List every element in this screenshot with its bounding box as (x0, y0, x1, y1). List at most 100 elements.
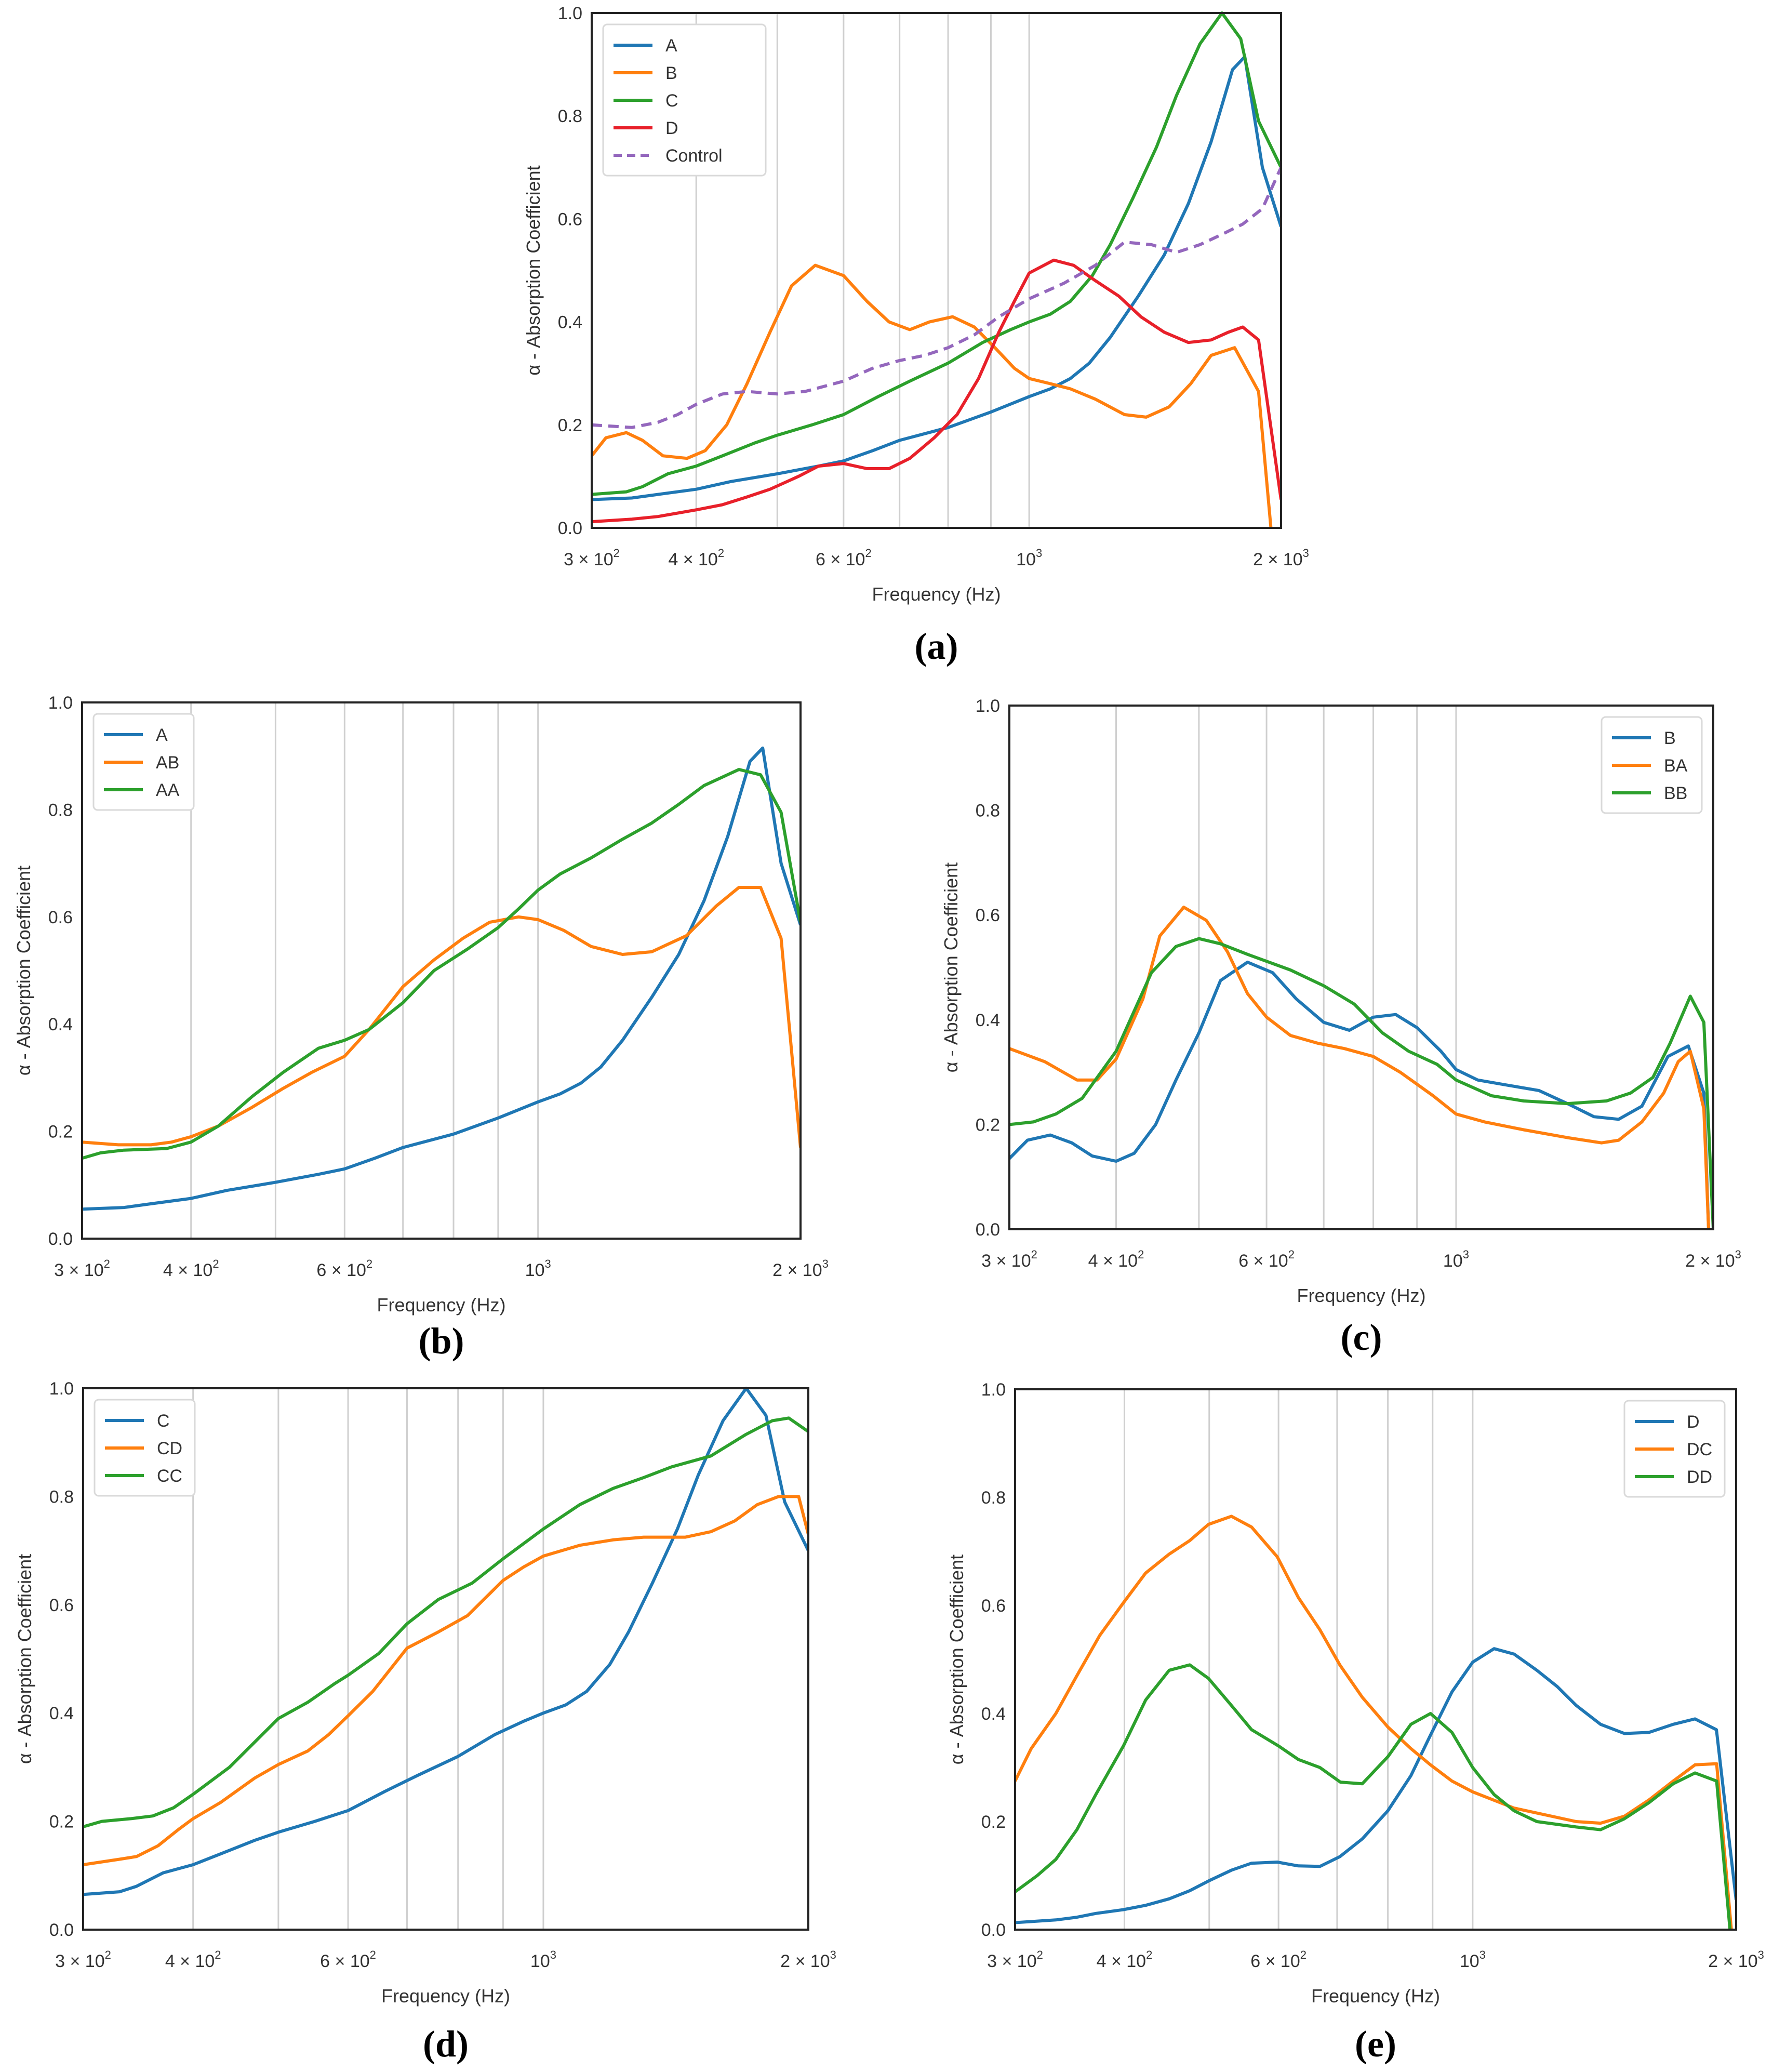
x-tick-label: 4 × 102 (163, 1257, 219, 1280)
legend-label-b: B (1664, 728, 1676, 748)
x-tick-label: 103 (1443, 1248, 1469, 1271)
x-tick-label: 4 × 102 (165, 1948, 221, 1971)
legend: A AB AA (92, 713, 195, 811)
series-line-control (592, 167, 1281, 429)
legend-label-c: C (665, 91, 678, 111)
x-tick-label: 2 × 103 (1253, 547, 1309, 569)
x-tick-label: 3 × 102 (981, 1248, 1037, 1271)
x-tick-label: 103 (525, 1257, 551, 1280)
legend: C CD CC (94, 1399, 196, 1497)
legend-label-bb: BB (1664, 783, 1687, 803)
y-tick-label: 0.8 (558, 107, 582, 126)
legend-box (92, 713, 195, 811)
legend: D DC DD (1623, 1400, 1726, 1498)
legend-label-d: D (665, 118, 678, 138)
x-tick-label: 6 × 102 (316, 1257, 372, 1280)
series-line-ba (1009, 906, 1710, 1230)
series-line-aa (82, 768, 801, 1160)
x-tick-label: 2 × 103 (1708, 1948, 1764, 1971)
x-tick-label: 103 (1460, 1948, 1486, 1971)
plot-frame (82, 1387, 809, 1931)
x-tick-label: 6 × 102 (1250, 1948, 1307, 1971)
legend-label-control: Control (665, 146, 723, 166)
x-tick-label: 6 × 102 (320, 1948, 376, 1971)
legend: B BA BB (1601, 716, 1703, 814)
x-axis-label: Frequency (Hz) (1297, 1285, 1425, 1306)
y-tick-label: 0.8 (981, 1488, 1006, 1508)
y-tick-label: 0.4 (976, 1011, 1000, 1030)
series-line-b (1009, 960, 1710, 1230)
y-tick-label: 0.4 (48, 1015, 73, 1034)
y-tick-label: 0.4 (981, 1704, 1006, 1724)
y-axis-label: α - Absorption Coefficient (523, 165, 544, 375)
series-line-bb (1009, 937, 1713, 1230)
y-tick-label: 1.0 (49, 1379, 74, 1399)
plot-area (82, 702, 801, 1239)
y-tick-label: 0.0 (976, 1220, 1000, 1240)
series-line-c (83, 1387, 808, 1896)
plot-area (83, 1388, 808, 1930)
y-axis-label: α - Absorption Coefficient (13, 866, 34, 1075)
x-tick-label: 3 × 102 (987, 1948, 1043, 1971)
legend-label-ba: BA (1664, 756, 1688, 776)
plot-frame (1008, 705, 1714, 1230)
x-tick-label: 103 (530, 1948, 556, 1971)
series-line-d (1015, 1647, 1736, 1924)
y-tick-label: 1.0 (48, 693, 73, 713)
y-tick-label: 0.0 (49, 1920, 74, 1940)
panel-caption: (c) (1341, 1317, 1382, 1358)
legend-label-cd: CD (157, 1439, 182, 1458)
series-line-d (592, 258, 1281, 524)
series-line-ab (82, 886, 801, 1148)
series-line-cd (83, 1495, 808, 1866)
y-tick-label: 0.8 (48, 800, 73, 820)
x-tick-label: 2 × 103 (772, 1257, 829, 1280)
x-tick-label: 2 × 103 (780, 1948, 836, 1971)
x-tick-label: 4 × 102 (1088, 1248, 1144, 1271)
y-tick-label: 0.6 (981, 1596, 1006, 1616)
x-axis-label: Frequency (Hz) (377, 1294, 505, 1316)
legend-label-d: D (1687, 1412, 1700, 1432)
y-tick-label: 0.2 (49, 1812, 74, 1832)
y-tick-label: 0.0 (981, 1920, 1006, 1940)
y-tick-label: 0.6 (48, 908, 73, 927)
y-tick-label: 0.8 (49, 1487, 74, 1507)
y-tick-label: 0.2 (976, 1115, 1000, 1135)
panel-caption: (b) (419, 1320, 464, 1362)
y-axis-label: α - Absorption Coefficient (946, 1555, 967, 1764)
y-tick-label: 0.4 (49, 1704, 74, 1723)
legend-label-ab: AB (156, 753, 179, 773)
legend-box (94, 1399, 196, 1497)
x-tick-label: 6 × 102 (816, 547, 872, 569)
plot-frame (81, 701, 802, 1240)
x-axis-label: Frequency (Hz) (872, 583, 1001, 605)
chart-panel-c: 0.0 0.2 0.4 0.6 0.8 1.0 3 × 102 4 × 102 6 × 102 1… (940, 696, 1741, 1358)
x-tick-label: 3 × 102 (54, 1257, 110, 1280)
series-line-dd (1015, 1663, 1732, 1930)
legend-label-dc: DC (1687, 1440, 1712, 1459)
plot-frame (591, 12, 1282, 529)
legend-label-a: A (156, 725, 168, 745)
legend-box (1601, 716, 1703, 814)
y-tick-label: 1.0 (981, 1380, 1006, 1400)
y-axis-label: α - Absorption Coefficient (940, 862, 962, 1072)
y-tick-label: 0.2 (558, 416, 582, 435)
panel-caption: (e) (1355, 2023, 1396, 2065)
chart-panel-d: 0.0 0.2 0.4 0.6 0.8 1.0 3 × 102 4 × 102 6 × 102 1… (14, 1379, 836, 2065)
legend-box (602, 23, 767, 177)
plot-frame (1014, 1388, 1737, 1931)
y-tick-label: 1.0 (976, 696, 1000, 716)
legend-label-dd: DD (1687, 1467, 1712, 1487)
x-tick-label: 2 × 103 (1685, 1248, 1741, 1271)
y-axis-label: α - Absorption Coefficient (14, 1554, 35, 1764)
x-tick-label: 3 × 102 (55, 1948, 111, 1971)
panel-caption: (d) (423, 2023, 469, 2065)
x-axis-label: Frequency (Hz) (381, 1985, 510, 2007)
y-tick-label: 1.0 (558, 4, 582, 23)
y-tick-label: 0.4 (558, 313, 582, 333)
series-line-a (592, 55, 1281, 501)
y-tick-label: 0.0 (48, 1229, 73, 1249)
plot-area (1015, 1389, 1736, 1930)
